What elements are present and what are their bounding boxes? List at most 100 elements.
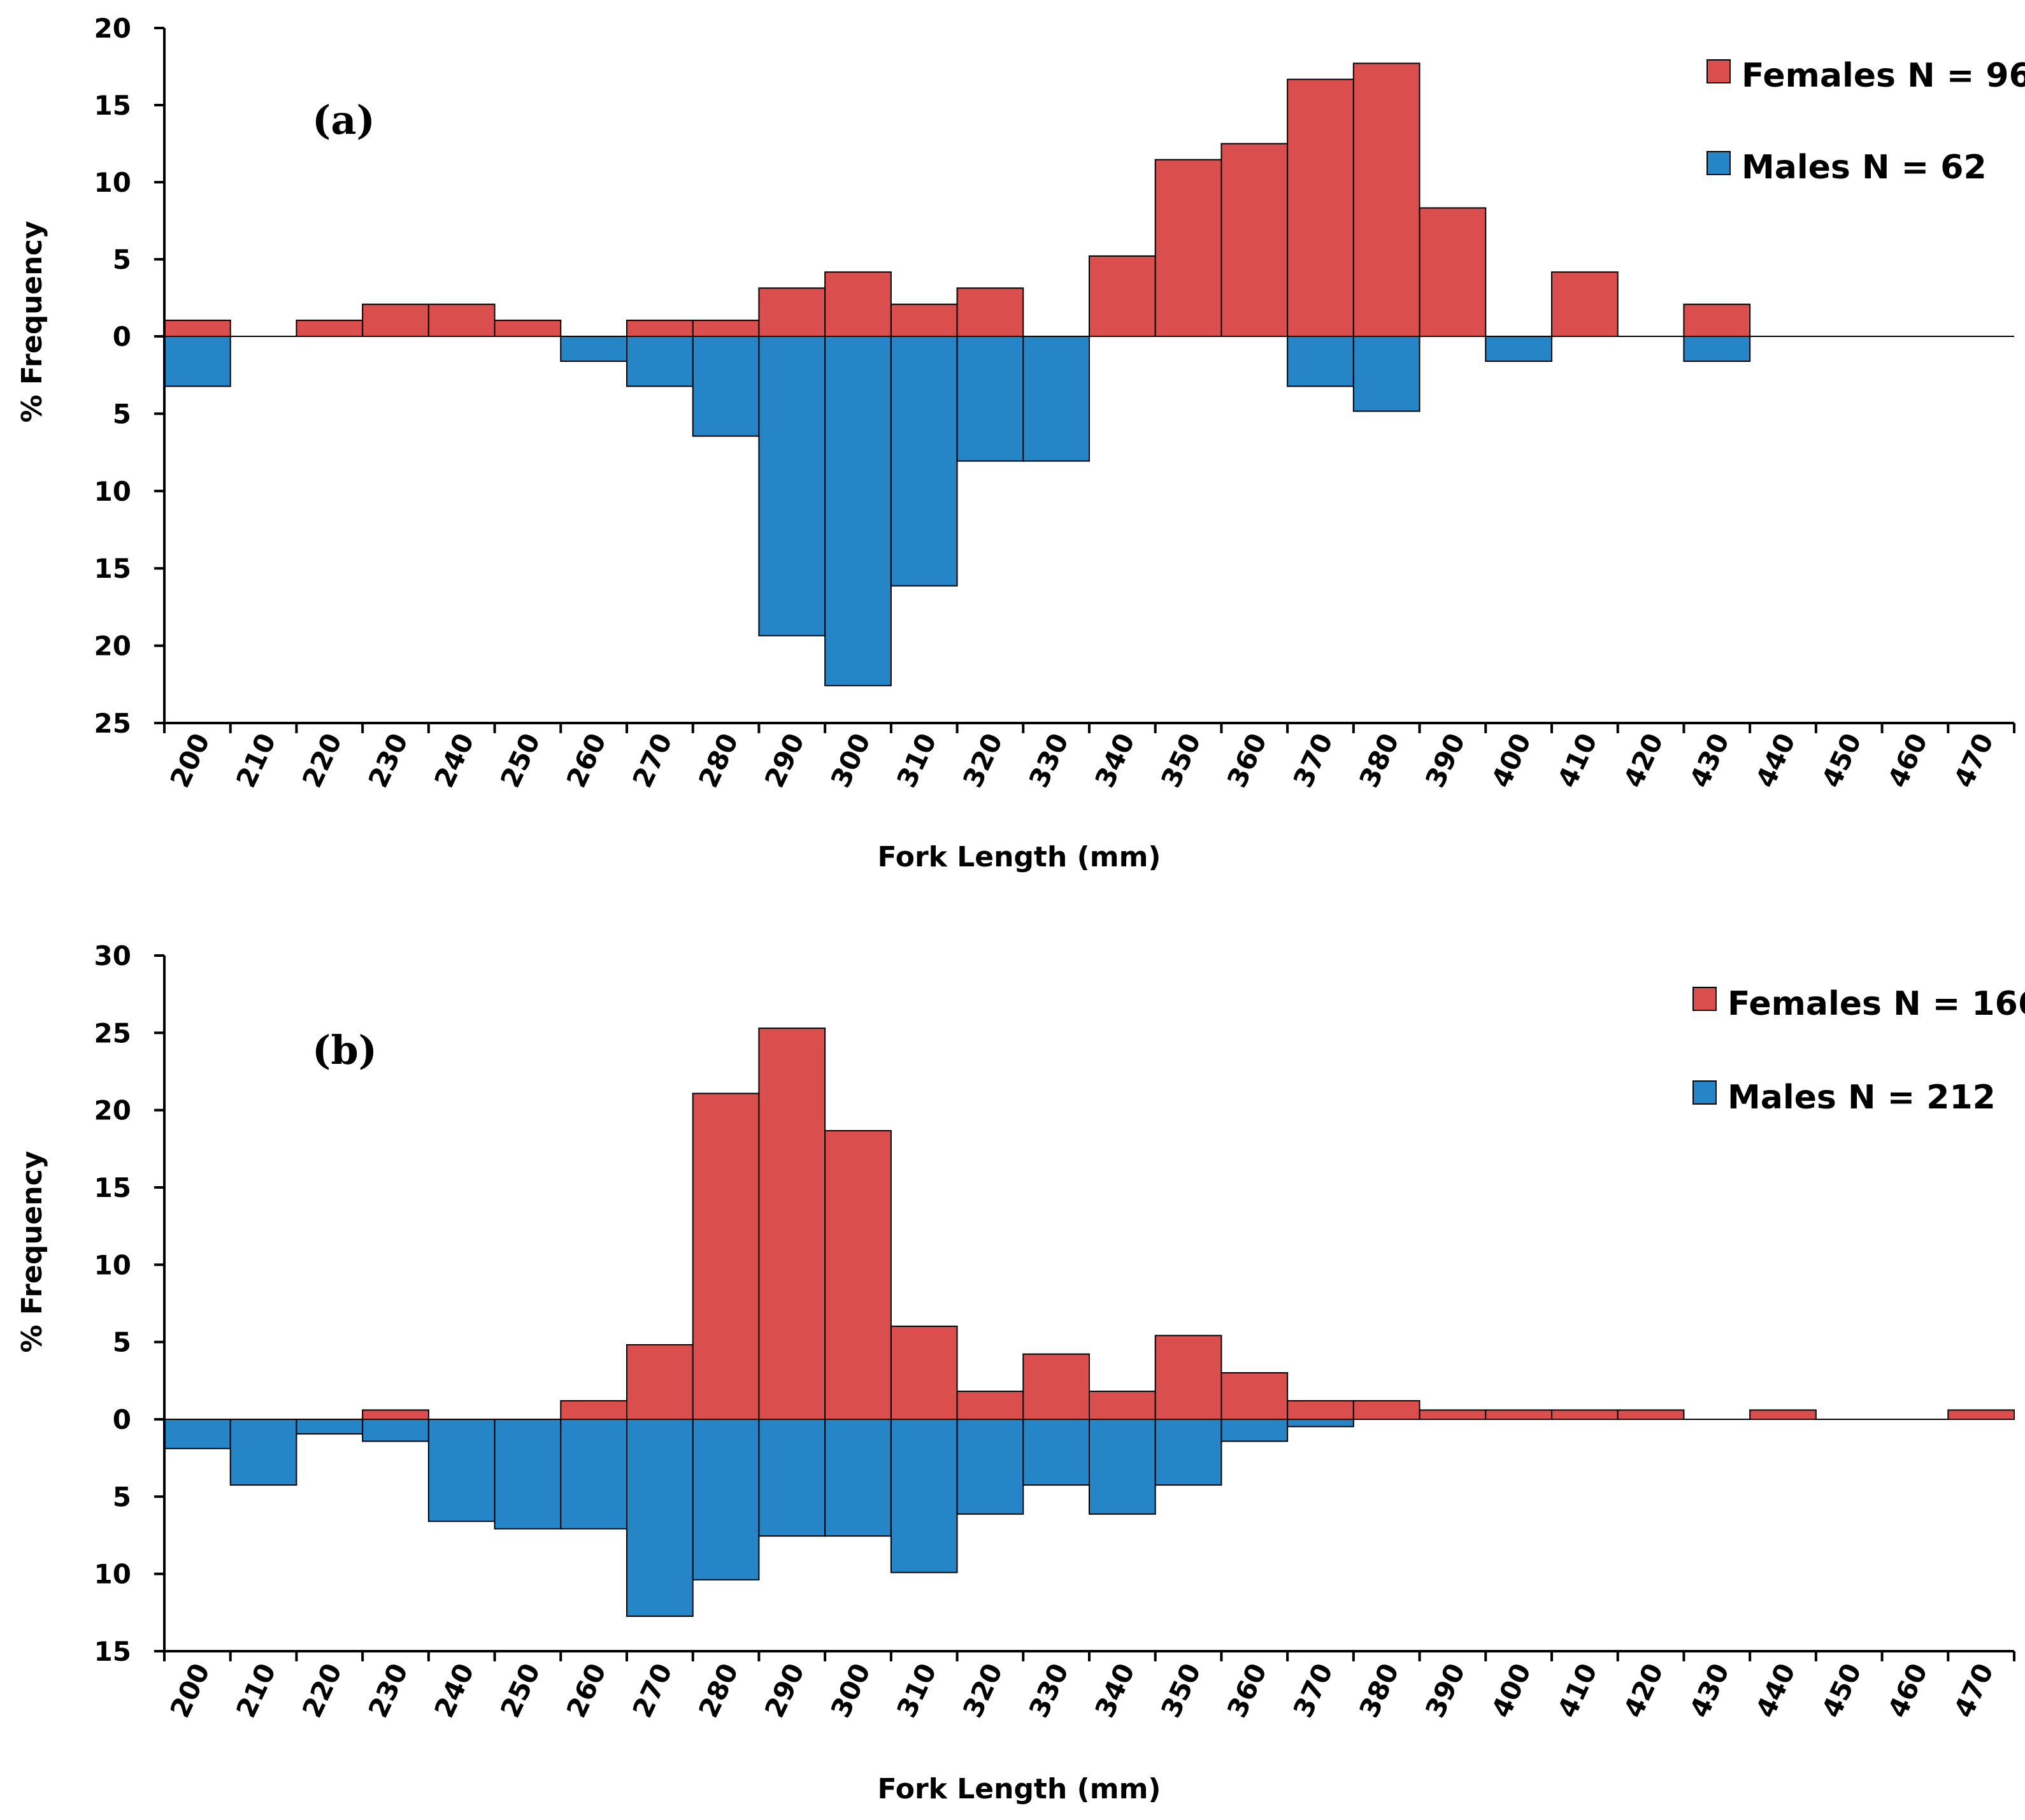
male-bar <box>1220 1419 1289 1442</box>
female-bar <box>1617 1409 1685 1420</box>
male-bar <box>164 336 231 387</box>
female-bar <box>626 1344 694 1420</box>
male-bar <box>758 336 826 636</box>
x-tick-label: 320 <box>957 729 1008 792</box>
female-bar <box>1154 1335 1222 1420</box>
x-tick-label: 230 <box>362 1659 414 1723</box>
x-tick-label: 470 <box>1948 1659 2000 1723</box>
male-bar <box>164 1419 231 1449</box>
female-bar <box>164 319 231 337</box>
male-bar <box>692 336 760 437</box>
y-tick-label: 0 <box>113 1404 131 1435</box>
x-tick-label: 240 <box>428 729 480 792</box>
female-bar <box>1287 1400 1354 1420</box>
x-tick-label: 460 <box>1882 729 1933 792</box>
y-tick-label: 30 <box>94 940 131 971</box>
x-tick-label: 310 <box>891 1659 942 1723</box>
x-tick-label: 350 <box>1155 729 1206 792</box>
x-tick-label: 290 <box>759 729 810 792</box>
y-tick-label: 15 <box>94 90 131 121</box>
female-bar <box>890 303 958 337</box>
male-bar <box>1022 1419 1091 1486</box>
male-bar <box>956 336 1024 462</box>
x-tick-label: 330 <box>1023 729 1075 792</box>
x-tick-label: 440 <box>1750 1659 1801 1723</box>
x-tick-label: 270 <box>626 1659 678 1723</box>
y-tick-label: 20 <box>94 13 131 44</box>
female-bar <box>1220 143 1289 337</box>
female-bar <box>1287 78 1354 337</box>
y-tick-label: 15 <box>94 1636 131 1667</box>
x-tick-label: 380 <box>1353 1659 1405 1723</box>
female-bar <box>1683 303 1751 337</box>
female-bar <box>1022 1353 1091 1421</box>
male-bar <box>1089 1419 1156 1515</box>
x-tick-label: 330 <box>1023 1659 1075 1723</box>
y-tick-label: 15 <box>94 553 131 584</box>
y-axis-title: % Frequency <box>16 1151 48 1353</box>
female-bar <box>362 303 429 337</box>
x-tick-label: 470 <box>1948 729 2000 792</box>
legend-label-females: Females N = 166 <box>1728 985 2025 1023</box>
y-tick-label: 5 <box>113 1481 131 1512</box>
chart-panel-a: 0 5 10 15 20 5 10 15 20 25 200 210 220 230 240 250 260 27… <box>16 13 2025 873</box>
female-bar <box>758 1028 826 1420</box>
x-tick-label: 380 <box>1353 729 1405 792</box>
legend-label-females: Females N = 96 <box>1742 57 2025 95</box>
female-bar <box>296 319 364 337</box>
female-bar <box>890 1325 958 1420</box>
male-bar <box>1154 1419 1222 1486</box>
legend-label-males: Males N = 62 <box>1742 148 1987 187</box>
x-tick-label: 210 <box>230 1659 282 1723</box>
female-bar <box>1352 1400 1420 1420</box>
legend-swatch-females <box>1692 987 1717 1011</box>
x-axis-title: Fork Length (mm) <box>877 841 1161 873</box>
female-bar <box>1220 1372 1289 1420</box>
y-tick-label: 5 <box>113 398 131 429</box>
female-bar <box>956 287 1024 337</box>
y-tick-label: 10 <box>94 1559 131 1590</box>
male-bar <box>956 1419 1024 1515</box>
y-tick-label: 10 <box>94 476 131 507</box>
male-bar <box>824 336 892 687</box>
legend-swatch-males <box>1692 1080 1717 1105</box>
x-tick-label: 370 <box>1287 1659 1339 1723</box>
y-tick-label: 25 <box>94 1017 131 1049</box>
female-bar <box>1352 62 1420 337</box>
x-tick-label: 320 <box>957 1659 1008 1723</box>
x-tick-label: 450 <box>1815 1659 1867 1723</box>
male-bar <box>692 1419 760 1580</box>
x-tick-label: 270 <box>626 729 678 792</box>
x-tick-label: 310 <box>891 729 942 792</box>
female-bar <box>1089 1391 1156 1421</box>
male-bar <box>890 1419 958 1573</box>
x-tick-label: 300 <box>825 729 877 792</box>
female-bar <box>1485 1409 1552 1420</box>
female-bar <box>1947 1409 2015 1420</box>
x-tick-label: 210 <box>230 729 282 792</box>
y-tick-label: 15 <box>94 1172 131 1203</box>
female-bar <box>692 319 760 337</box>
x-tick-label: 290 <box>759 1659 810 1723</box>
x-tick-label: 460 <box>1882 1659 1933 1723</box>
x-tick-label: 340 <box>1089 1659 1140 1723</box>
male-bar <box>1352 336 1420 412</box>
y-tick-label: 5 <box>113 1327 131 1358</box>
y-tick-label: 20 <box>94 631 131 662</box>
x-tick-label: 440 <box>1750 729 1801 792</box>
female-bar <box>1419 207 1487 337</box>
x-tick-label: 220 <box>296 1659 348 1723</box>
female-bar <box>362 1409 429 1420</box>
male-bar <box>1022 336 1091 462</box>
female-bar <box>824 271 892 337</box>
female-bar <box>1551 271 1619 337</box>
panel-label: (b) <box>312 1027 377 1073</box>
x-tick-label: 240 <box>428 1659 480 1723</box>
x-tick-label: 300 <box>825 1659 877 1723</box>
male-bar <box>229 1419 297 1486</box>
chart-panel-b: 0 5 10 15 20 25 30 5 10 15 200 210 220 230 240 250 260 27… <box>16 940 2025 1805</box>
female-bar <box>1749 1409 1817 1420</box>
male-bar <box>362 1419 429 1442</box>
male-bar <box>1485 336 1552 362</box>
